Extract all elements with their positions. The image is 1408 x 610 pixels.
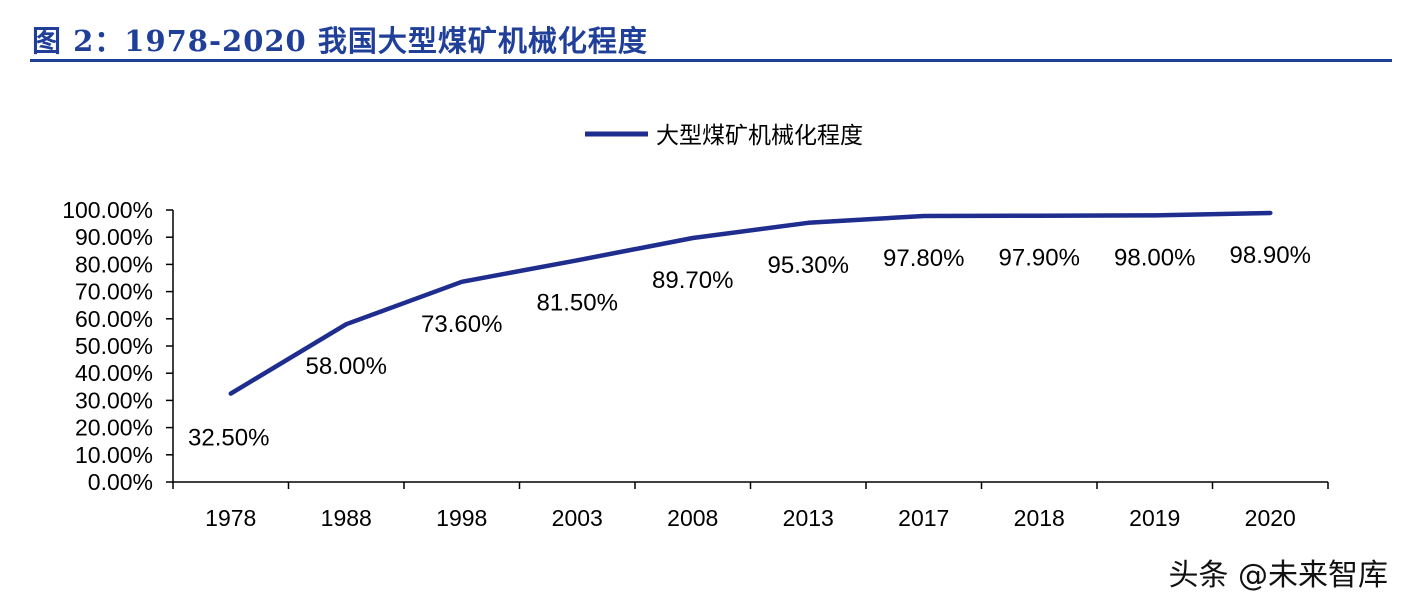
data-label: 73.60% <box>421 311 502 338</box>
watermark-text: 头条 @未来智库 <box>1168 558 1388 593</box>
x-axis-tick-labels: 1978 1988 1998 2003 2008 2013 2017 2018 2019 2020 <box>205 505 1296 531</box>
data-label: 98.00% <box>1114 244 1195 271</box>
y-tick-label: 10.00% <box>75 442 153 468</box>
chart-axes <box>166 209 1329 489</box>
y-tick-label: 60.00% <box>75 306 153 332</box>
legend-label: 大型煤矿机械化程度 <box>656 123 863 149</box>
y-tick-label: 0.00% <box>88 469 153 495</box>
data-label: 58.00% <box>306 353 387 380</box>
y-tick-label: 70.00% <box>75 279 153 305</box>
x-tick-label: 2017 <box>898 505 949 531</box>
y-tick-label: 40.00% <box>75 360 153 386</box>
y-tick-label: 30.00% <box>75 387 153 413</box>
data-label: 95.30% <box>768 252 849 279</box>
x-tick-label: 2020 <box>1245 505 1296 531</box>
data-label: 81.50% <box>537 289 618 316</box>
data-label: 98.90% <box>1230 242 1311 269</box>
figure-title: 图 2：1978-2020 我国大型煤矿机械化程度 <box>32 24 648 58</box>
x-tick-label: 1978 <box>205 505 256 531</box>
x-tick-label: 2003 <box>552 505 603 531</box>
y-tick-label: 90.00% <box>75 224 153 250</box>
x-tick-label: 1988 <box>321 505 372 531</box>
y-tick-label: 20.00% <box>75 415 153 441</box>
data-label: 89.70% <box>652 267 733 294</box>
data-label: 32.50% <box>188 425 269 452</box>
data-label: 97.90% <box>999 245 1080 272</box>
data-labels: 32.50% 58.00% 73.60% 81.50% 89.70% 95.30% 97.8… <box>188 242 1311 452</box>
y-axis-tick-labels: 0.00%10.00%20.00%30.00%40.00%50.00%60.00… <box>62 197 153 495</box>
data-label: 97.80% <box>883 245 964 272</box>
x-tick-label: 2008 <box>667 505 718 531</box>
x-tick-label: 1998 <box>436 505 487 531</box>
x-tick-label: 2013 <box>783 505 834 531</box>
chart-legend: 大型煤矿机械化程度 <box>585 123 863 149</box>
series-line <box>228 210 1273 396</box>
x-tick-label: 2019 <box>1129 505 1180 531</box>
title-divider <box>30 59 1392 62</box>
series-group <box>228 210 1273 396</box>
y-tick-label: 100.00% <box>62 197 153 223</box>
y-tick-label: 80.00% <box>75 251 153 277</box>
x-tick-label: 2018 <box>1014 505 1065 531</box>
y-tick-label: 50.00% <box>75 333 153 359</box>
